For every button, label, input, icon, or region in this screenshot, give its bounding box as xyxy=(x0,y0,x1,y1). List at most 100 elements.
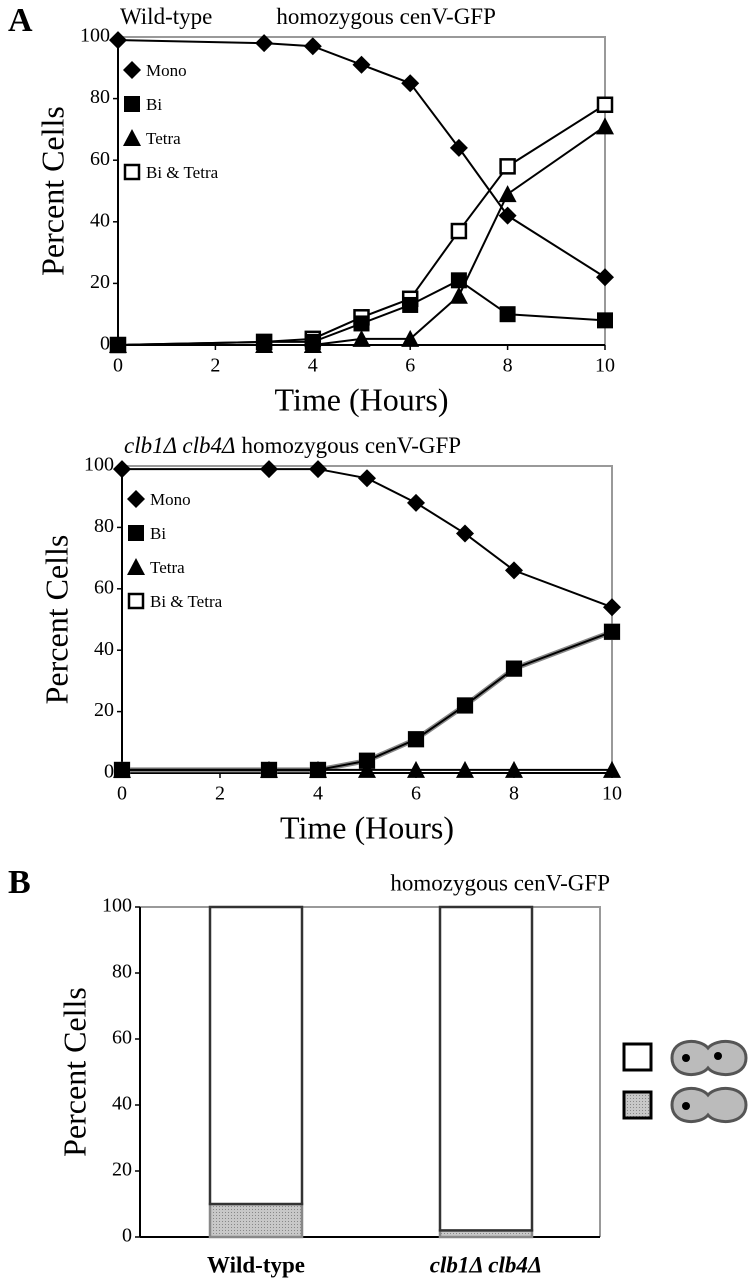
marker xyxy=(352,329,371,347)
x-tick-label: 6 xyxy=(405,355,415,377)
marker xyxy=(401,74,420,93)
marker xyxy=(457,697,473,714)
marker xyxy=(449,286,468,304)
series-line xyxy=(117,39,606,279)
marker xyxy=(113,460,131,479)
x-tick-label: 2 xyxy=(215,783,225,805)
y-tick-label: 20 xyxy=(90,271,110,293)
legend-label: Tetra xyxy=(146,129,181,148)
marker xyxy=(402,296,419,313)
y-tick-label: 80 xyxy=(90,86,110,108)
cell-icon-two-dots xyxy=(670,1039,748,1077)
y-axis-label: Percent Cells xyxy=(56,987,92,1157)
genotype: Wild-type xyxy=(120,4,212,29)
marker xyxy=(407,760,425,778)
y-tick-label: 60 xyxy=(112,1027,132,1049)
marker xyxy=(505,760,523,778)
marker xyxy=(401,329,420,347)
chart-title: Wild-type homozygous cenV-GFP xyxy=(120,4,496,29)
y-tick-label: 80 xyxy=(112,961,132,983)
y-tick-label: 100 xyxy=(102,895,132,917)
series-line xyxy=(117,103,606,346)
legend-marker xyxy=(123,129,141,146)
y-tick-label: 20 xyxy=(94,699,114,721)
marker xyxy=(352,55,371,74)
title: homozygous cenV-GFP xyxy=(242,433,462,458)
marker xyxy=(109,31,127,50)
marker xyxy=(303,37,322,56)
x-tick-label: 2 xyxy=(210,355,220,377)
marker xyxy=(255,34,274,53)
x-tick-label: 0 xyxy=(113,355,123,377)
y-tick-label: 60 xyxy=(94,576,114,598)
marker xyxy=(358,469,376,488)
y-axis-label: Percent Cells xyxy=(38,535,74,705)
marker xyxy=(110,337,126,353)
y-tick-label: 40 xyxy=(94,638,114,660)
x-axis-label: Time (Hours) xyxy=(280,809,454,845)
chart-title: homozygous cenV-GFP xyxy=(390,870,610,895)
y-tick-label: 100 xyxy=(84,454,114,476)
marker xyxy=(499,158,516,175)
bar-segment xyxy=(208,905,304,1206)
series-line xyxy=(117,279,606,346)
marker xyxy=(596,117,614,135)
y-tick-label: 60 xyxy=(90,148,110,170)
y-tick-label: 0 xyxy=(100,333,110,355)
y-tick-label: 40 xyxy=(112,1093,132,1115)
legend-marker xyxy=(123,61,141,79)
marker xyxy=(309,460,327,479)
y-tick-label: 40 xyxy=(90,209,110,231)
marker xyxy=(604,623,620,640)
plot-frame-far xyxy=(118,36,606,345)
marker xyxy=(596,268,614,287)
x-tick-label: 4 xyxy=(313,783,323,805)
marker xyxy=(260,460,278,479)
marker xyxy=(603,598,621,617)
legend-marker xyxy=(127,558,145,575)
x-tick-label: clb1Δ clb4Δ xyxy=(430,1252,543,1277)
marker xyxy=(114,761,130,778)
y-axis-label: Percent Cells xyxy=(34,106,70,276)
y-tick-label: 100 xyxy=(80,25,110,47)
marker xyxy=(456,760,474,778)
x-tick-label: 8 xyxy=(509,783,519,805)
marker xyxy=(597,312,613,329)
marker xyxy=(359,752,375,769)
x-tick-label: 10 xyxy=(602,783,622,805)
legend-label: Tetra xyxy=(150,558,185,577)
y-tick-label: 0 xyxy=(104,761,114,783)
marker xyxy=(450,222,468,240)
legend-label: Bi xyxy=(146,95,162,114)
marker xyxy=(449,138,468,157)
x-tick-label: 8 xyxy=(503,355,513,377)
x-tick-label: 10 xyxy=(595,355,615,377)
legend-label: Bi & Tetra xyxy=(146,163,219,182)
legend-marker xyxy=(124,96,140,112)
bar-segment xyxy=(438,905,534,1232)
marker xyxy=(505,561,523,580)
marker xyxy=(261,761,277,778)
legend-swatch xyxy=(622,1090,653,1120)
series-line xyxy=(122,468,613,609)
cell-icon-one-dot xyxy=(670,1086,748,1124)
marker xyxy=(310,761,326,778)
legend-marker xyxy=(123,163,141,181)
plot-frame-far xyxy=(122,465,613,773)
marker xyxy=(498,206,517,225)
bar-segment xyxy=(208,1202,304,1239)
y-tick-label: 20 xyxy=(112,1159,132,1181)
marker xyxy=(304,333,321,350)
series-line xyxy=(122,629,613,773)
marker xyxy=(456,524,474,543)
marker xyxy=(408,731,424,748)
marker xyxy=(450,272,467,289)
x-tick-label: 4 xyxy=(308,355,318,377)
marker xyxy=(596,96,614,114)
x-tick-label: 0 xyxy=(117,783,127,805)
marker xyxy=(498,185,517,203)
title: homozygous cenV-GFP xyxy=(276,4,496,29)
legend-marker xyxy=(128,525,144,541)
legend-label: Bi xyxy=(150,524,166,543)
